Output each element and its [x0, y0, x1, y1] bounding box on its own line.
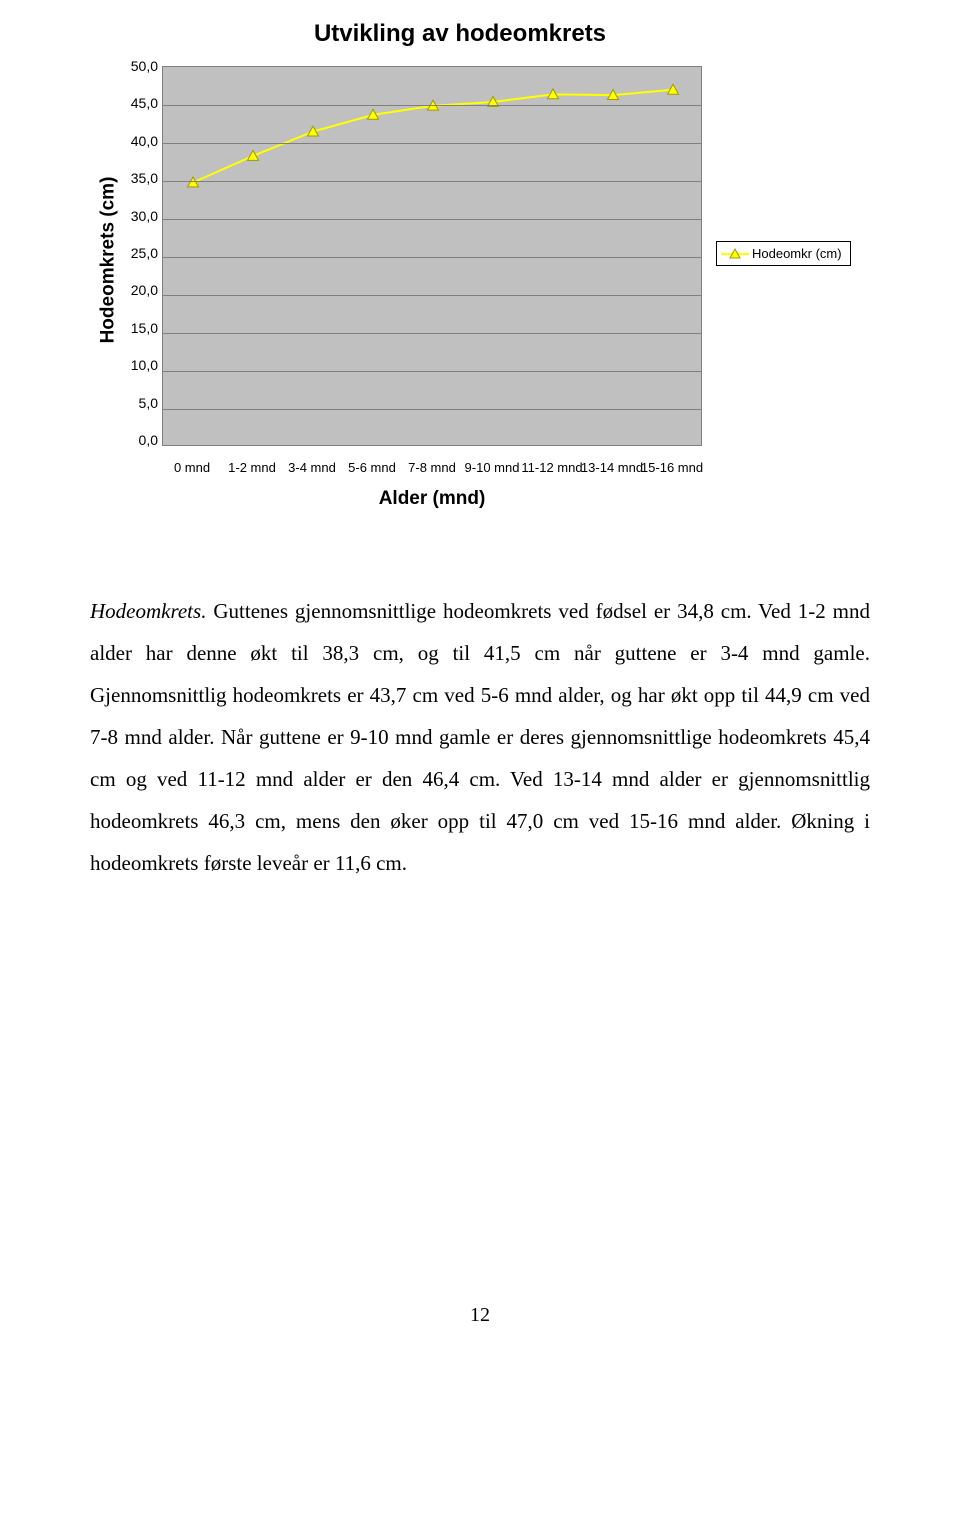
y-tick: 5,0: [126, 396, 158, 410]
x-axis-label: Alder (mnd): [162, 488, 702, 510]
y-tick: 0,0: [126, 433, 158, 447]
y-tick: 30,0: [126, 209, 158, 223]
page-number: 12: [90, 1304, 870, 1327]
y-tick: 15,0: [126, 321, 158, 335]
x-axis-ticks: 0 mnd1-2 mnd3-4 mnd5-6 mnd7-8 mnd9-10 mn…: [162, 460, 702, 478]
gridline: [163, 257, 701, 258]
legend-label: Hodeomkr (cm): [752, 246, 842, 261]
y-tick: 35,0: [126, 171, 158, 185]
y-tick: 25,0: [126, 246, 158, 260]
legend: Hodeomkr (cm): [716, 241, 851, 266]
gridline: [163, 333, 701, 334]
y-tick: 40,0: [126, 134, 158, 148]
gridline: [163, 295, 701, 296]
gridline: [163, 219, 701, 220]
paragraph-body: Guttenes gjennomsnittlige hodeomkrets ve…: [90, 599, 870, 875]
paragraph-heading: Hodeomkrets.: [90, 599, 206, 623]
chart-title: Utvikling av hodeomkrets: [50, 20, 870, 48]
plot-area: [162, 66, 702, 446]
y-axis-label: Hodeomkrets (cm): [97, 177, 119, 344]
gridline: [163, 181, 701, 182]
gridline: [163, 105, 701, 106]
y-tick: 50,0: [126, 59, 158, 73]
gridline: [163, 371, 701, 372]
legend-marker: [721, 248, 749, 260]
y-axis-ticks: 50,045,040,035,030,025,020,015,010,05,00…: [126, 66, 162, 454]
chart-area: Hodeomkrets (cm) 50,045,040,035,030,025,…: [90, 66, 870, 454]
y-tick: 45,0: [126, 96, 158, 110]
gridline: [163, 143, 701, 144]
line-series: [163, 67, 701, 445]
y-tick: 10,0: [126, 358, 158, 372]
body-paragraph: Hodeomkrets. Guttenes gjennomsnittlige h…: [90, 590, 870, 884]
gridline: [163, 409, 701, 410]
y-tick: 20,0: [126, 283, 158, 297]
